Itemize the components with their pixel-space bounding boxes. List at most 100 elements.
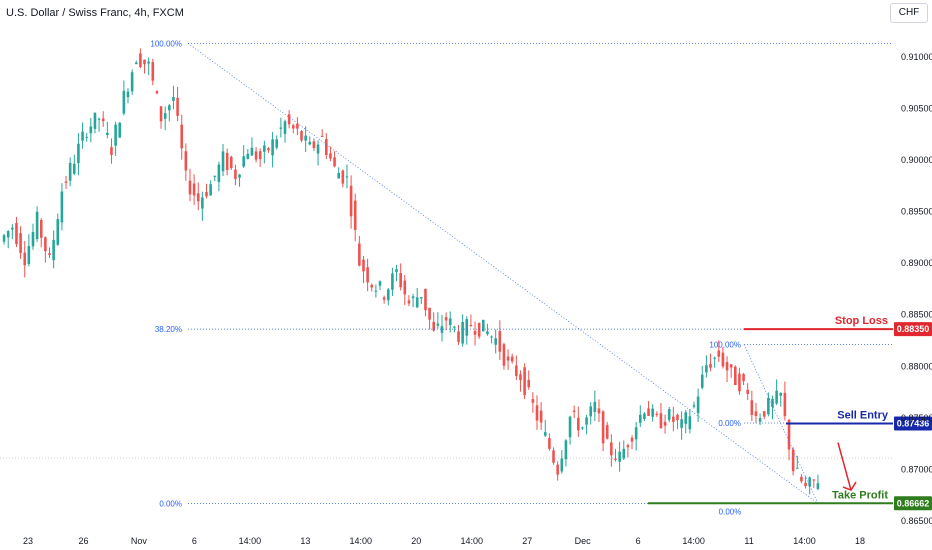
candle-body [287,114,291,125]
candle-body [597,408,601,414]
candle-body [31,231,35,247]
currency-button[interactable]: CHF [890,3,928,23]
candle-body [155,91,159,94]
candle-body [399,273,402,288]
candle-body [118,122,122,138]
candle-body [688,416,692,430]
candle-body [676,414,679,421]
time-tick-label: 14:00 [460,536,483,546]
candle-body [510,356,514,362]
candle-body [126,91,130,98]
level-name-entry: Sell Entry [837,409,889,421]
candle-body [638,414,642,423]
candle-body [515,365,518,376]
candle-body [234,169,237,180]
candle-body [184,151,188,171]
time-tick-label: Nov [131,536,148,546]
time-tick-label: 23 [23,536,33,546]
candle-body [667,409,671,420]
candle-body [296,123,299,129]
chart-title: U.S. Dollar / Swiss Franc, 4h, FXCM [6,7,184,19]
candle-body [552,450,555,463]
candle-body [209,184,212,196]
fib-major-label: 100.00% [150,39,182,48]
candle-body [279,127,283,129]
candle-body [800,476,803,482]
candle-body [436,323,440,326]
candle-body [560,458,564,472]
candle-body [725,362,729,371]
candle-body [56,219,60,245]
candle-body [543,432,547,436]
candle-body [498,331,502,352]
candle-body [333,157,336,167]
candle-body [556,464,559,475]
candle-body [581,427,584,429]
candle-body [89,126,93,134]
candle-body [614,458,617,461]
candle-body [804,482,807,487]
candle-body [424,288,427,311]
candle-body [300,131,303,141]
fib-minor-trendline [743,344,819,504]
candle-body [374,290,378,292]
candle-body [366,267,369,283]
candle-body [610,442,613,456]
candle-body [783,392,787,417]
candle-body [192,183,196,196]
candle-body [696,396,700,414]
candle-body [721,352,725,367]
candle-body [750,400,754,415]
fib-major-label: 38.20% [155,325,182,334]
candle-body [519,374,522,381]
candle-body [539,410,543,423]
candle-body [320,135,324,137]
price-tick-label: 0.88000 [901,361,932,371]
candle-body [651,408,654,417]
fib-major-trendline [187,43,819,504]
candle-body [812,479,816,481]
candle-body [180,124,184,149]
candle-body [242,156,245,167]
candle-body [19,233,22,253]
candle-body [110,147,113,156]
candle-body [283,121,287,134]
candle-body [134,62,138,65]
price-tick-label: 0.88500 [901,310,932,320]
candle-body [432,321,436,331]
candle-body [758,418,762,422]
candle-body [263,145,266,152]
candle-body [630,437,634,442]
time-tick-label: 18 [855,536,865,546]
candle-body [213,175,217,177]
candle-body [403,280,407,295]
candle-body [490,336,493,338]
candle-body [684,412,688,424]
time-tick-label: 13 [300,536,310,546]
candle-body [734,366,737,386]
time-tick-label: 14:00 [350,536,373,546]
candle-body [15,223,18,245]
candle-body [106,132,109,135]
candle-body [35,211,39,239]
candle-body [196,193,200,202]
candle-body [779,392,783,396]
fibonacci-layer: 100.00% 38.20% 0.00% 100.00% 0.00% 0.00% [150,39,893,516]
time-tick-label: Dec [575,536,592,546]
candle-body [568,416,572,438]
candle-body [762,411,766,417]
candle-body [325,139,328,156]
candle-body [205,192,208,197]
fib-minor-label: 0.00% [718,419,741,428]
candle-body [151,62,155,81]
candle-body [246,153,250,159]
candle-body [271,139,274,156]
candle-body [217,164,221,183]
candle-body [659,413,663,429]
candle-body [680,419,683,428]
candle-body [709,364,712,368]
candle-body [717,350,721,357]
candle-body [353,200,357,230]
level-name-profit: Take Profit [832,489,888,501]
